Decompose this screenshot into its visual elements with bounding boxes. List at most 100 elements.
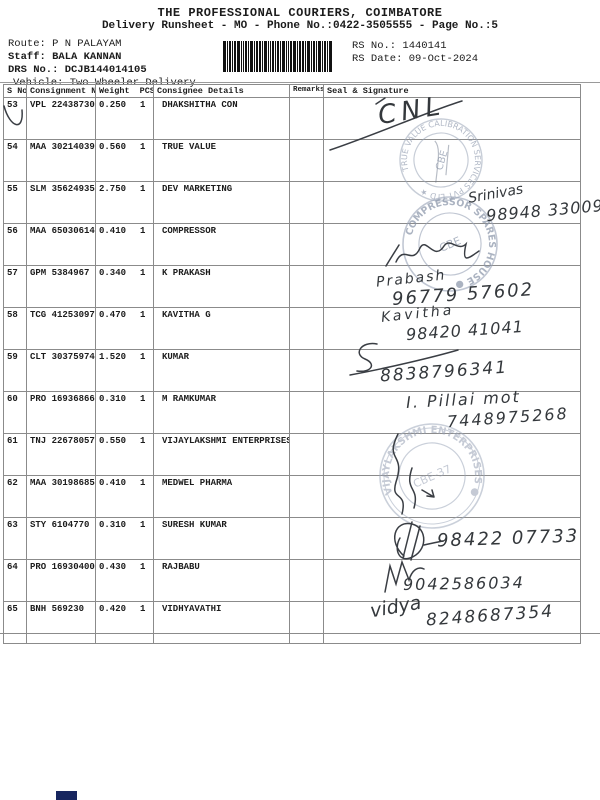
seal-cell	[323, 181, 581, 224]
weight-value: 0.410	[99, 478, 127, 488]
table-row: 62 MAA 301986852 0.410 1 MEDWEL PHARMA	[3, 475, 581, 518]
consignee-cell: KUMAR	[153, 349, 290, 392]
weight-pcs-cell: 0.560 1	[95, 139, 154, 182]
table-row: 60 PRO 16936866 0.310 1 M RAMKUMAR	[3, 391, 581, 434]
weight-value: 2.750	[99, 184, 127, 194]
table-row: 55 SLM 356249358 2.750 1 DEV MARKETING	[3, 181, 581, 224]
seal-cell	[323, 307, 581, 350]
weight-value: 0.310	[99, 394, 127, 404]
pcs-value: 1	[140, 478, 146, 488]
table-row: 59 CLT 30375974 1.520 1 KUMAR	[3, 349, 581, 392]
weight-pcs-cell: 0.550 1	[95, 433, 154, 476]
consignee-cell: VIJAYLAKSHMI ENTERPRISES	[153, 433, 290, 476]
consignment-cell: TNJ 22678057	[26, 433, 96, 476]
seal-cell	[323, 601, 581, 644]
consignee-cell: TRUE VALUE	[153, 139, 290, 182]
runsheet-table: S No Consignment No Weight PCS Consignee …	[3, 84, 581, 644]
consignment-cell: MAA 650306149	[26, 223, 96, 266]
pcs-value: 1	[140, 394, 146, 404]
s-no-cell: 53	[3, 97, 27, 140]
consignee-cell: DHAKSHITHA CON	[153, 97, 290, 140]
weight-value: 0.420	[99, 604, 127, 614]
weight-pcs-cell: 0.310 1	[95, 391, 154, 434]
weight-value: 0.310	[99, 520, 127, 530]
drs-no-line: DRS No.: DCJB144014105	[8, 64, 147, 76]
table-row: 58 TCG 41253097 0.470 1 KAVITHA G	[3, 307, 581, 350]
weight-pcs-cell: 0.340 1	[95, 265, 154, 308]
s-no-cell: 56	[3, 223, 27, 266]
stamp-center-text: CBE	[437, 234, 463, 255]
bottom-left-mark	[56, 791, 77, 800]
company-title: THE PROFESSIONAL COURIERS, COIMBATORE	[157, 6, 443, 20]
header-divider	[0, 82, 600, 83]
table-row: 64 PRO 16930400 0.430 1 RAJBABU	[3, 559, 581, 602]
weight-pcs-cell: 0.420 1	[95, 601, 154, 644]
weight-value: 0.250	[99, 100, 127, 110]
weight-pcs-cell: 1.520 1	[95, 349, 154, 392]
runsheet-subtitle: Delivery Runsheet - MO - Phone No.:0422-…	[101, 20, 499, 32]
seal-cell	[323, 559, 581, 602]
consignment-cell: VPL 224387301	[26, 97, 96, 140]
seal-cell	[323, 433, 581, 476]
consignee-cell: RAJBABU	[153, 559, 290, 602]
consignment-cell: CLT 30375974	[26, 349, 96, 392]
col-consignment-no: Consignment No	[26, 84, 96, 98]
seal-cell	[323, 391, 581, 434]
col-remarks: Remarks	[289, 84, 324, 98]
consignment-cell: MAA 302140395	[26, 139, 96, 182]
pcs-value: 1	[140, 520, 146, 530]
table-row: 53 VPL 224387301 0.250 1 DHAKSHITHA CON	[3, 97, 581, 140]
weight-pcs-cell: 0.470 1	[95, 307, 154, 350]
consignment-cell: GPM 5384967	[26, 265, 96, 308]
consignment-cell: PRO 16930400	[26, 559, 96, 602]
compressor-spares-stamp: COMPRESSOR SPARES HOUSE ● CBE	[395, 188, 506, 297]
weight-value: 0.410	[99, 226, 127, 236]
col-consignee-details: Consignee Details	[153, 84, 290, 98]
weight-value: 0.430	[99, 562, 127, 572]
s-no-cell: 55	[3, 181, 27, 224]
consignee-cell: KAVITHA G	[153, 307, 290, 350]
weight-value: 1.520	[99, 352, 127, 362]
remarks-cell	[289, 433, 324, 476]
col-pcs: PCS	[139, 86, 154, 96]
pcs-value: 1	[140, 436, 146, 446]
seal-cell	[323, 349, 581, 392]
remarks-cell	[289, 517, 324, 560]
col-weight: Weight	[99, 86, 130, 96]
table-bottom-line	[0, 633, 600, 634]
consignee-cell: MEDWEL PHARMA	[153, 475, 290, 518]
consignment-cell: PRO 16936866	[26, 391, 96, 434]
consignee-cell: VIDHYAVATHI	[153, 601, 290, 644]
weight-pcs-cell: 0.250 1	[95, 97, 154, 140]
consignment-cell: STY 6104770	[26, 517, 96, 560]
pcs-value: 1	[140, 352, 146, 362]
remarks-cell	[289, 307, 324, 350]
consignment-cell: MAA 301986852	[26, 475, 96, 518]
weight-pcs-cell: 0.310 1	[95, 517, 154, 560]
barcode	[223, 41, 332, 72]
weight-pcs-cell: 0.430 1	[95, 559, 154, 602]
remarks-cell	[289, 475, 324, 518]
rs-date-line: RS Date: 09-Oct-2024	[352, 53, 479, 65]
s-no-cell: 57	[3, 265, 27, 308]
table-row: 57 GPM 5384967 0.340 1 K PRAKASH	[3, 265, 581, 308]
rs-no-line: RS No.: 1440141	[352, 40, 447, 52]
pcs-value: 1	[140, 562, 146, 572]
remarks-cell	[289, 559, 324, 602]
remarks-cell	[289, 349, 324, 392]
remarks-cell	[289, 97, 324, 140]
s-no-cell: 65	[3, 601, 27, 644]
weight-value: 0.560	[99, 142, 127, 152]
remarks-cell	[289, 223, 324, 266]
remarks-cell	[289, 601, 324, 644]
weight-pcs-cell: 0.410 1	[95, 223, 154, 266]
consignee-cell: M RAMKUMAR	[153, 391, 290, 434]
consignee-cell: COMPRESSOR	[153, 223, 290, 266]
consignment-cell: TCG 41253097	[26, 307, 96, 350]
table-header-row: S No Consignment No Weight PCS Consignee …	[3, 84, 581, 98]
s-no-cell: 60	[3, 391, 27, 434]
consignee-cell: DEV MARKETING	[153, 181, 290, 224]
pcs-value: 1	[140, 268, 146, 278]
table-row: 65 BNH 569230 0.420 1 VIDHYAVATHI	[3, 601, 581, 644]
consignee-cell: SURESH KUMAR	[153, 517, 290, 560]
